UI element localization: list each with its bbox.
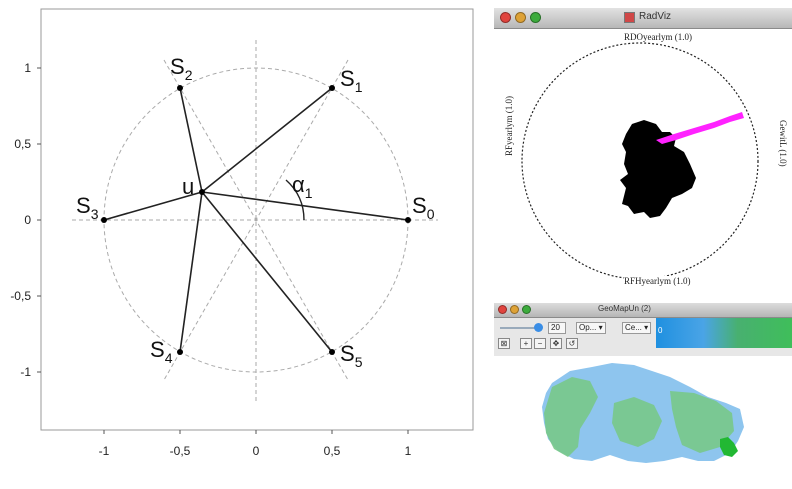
zoom-slider-track[interactable] — [500, 327, 538, 329]
map-region-highlight — [720, 437, 738, 457]
radviz-anchor-left: RFyearlym (1.0) — [504, 96, 514, 156]
geomap-toolbar: 20 Op... ▾ Ce... ▾ 0 — [494, 318, 792, 356]
anchor-label-s0: S0 — [412, 193, 435, 222]
pan-tool-button[interactable]: ✥ — [550, 338, 562, 349]
anchor-label-s5: S5 — [340, 341, 363, 370]
close-window-button[interactable] — [500, 12, 511, 23]
anchor-label-s4: S4 — [150, 337, 173, 366]
y-tick-label: -0,5 — [10, 289, 31, 303]
y-tick-label: 0 — [24, 213, 31, 227]
option-dropdown[interactable]: Op... ▾ — [576, 322, 606, 334]
zoom-in-tool-button[interactable]: + — [520, 338, 532, 349]
y-tick-label: 0,5 — [14, 137, 31, 151]
x-tick-label: 1 — [405, 444, 412, 458]
angle-arc — [285, 179, 305, 221]
zoom-out-tool-button[interactable]: − — [534, 338, 546, 349]
zoom-slider-thumb[interactable] — [534, 323, 543, 332]
radviz-highlight-points — [656, 112, 744, 144]
guide-lines — [72, 40, 438, 404]
radviz-canvas — [521, 42, 759, 280]
axis-tick-marks — [37, 67, 409, 434]
color-scale-value: 0 — [658, 326, 663, 335]
radviz-anchor-right: GewitL (1.0) — [778, 120, 788, 167]
select-tool-button[interactable]: ⊠ — [498, 338, 510, 349]
radviz-point-cluster — [620, 120, 696, 218]
center-dropdown[interactable]: Ce... ▾ — [622, 322, 652, 334]
map-region-green-east — [670, 391, 734, 453]
close-window-button[interactable] — [498, 305, 507, 314]
point-label-u: u — [182, 174, 194, 199]
radviz-diagram: -1 -0,5 0 0,5 1 1 0,5 0 -0,5 -1 S0 S1 S2 — [10, 8, 474, 458]
geomap-window: GeoMapUn (2) 20 Op... ▾ Ce... ▾ 0 ⊠ + − … — [494, 303, 792, 489]
y-tick-label: 1 — [24, 61, 31, 75]
radviz-anchor-bottom: RFHyearlym (1.0) — [624, 276, 691, 286]
anchor-label-s3: S3 — [76, 193, 99, 222]
minimize-window-button[interactable] — [510, 305, 519, 314]
geomap-titlebar[interactable]: GeoMapUn (2) — [494, 303, 792, 318]
radviz-app-icon — [624, 12, 635, 23]
x-tick-label: 0 — [253, 444, 260, 458]
minimize-window-button[interactable] — [515, 12, 526, 23]
geomap-canvas — [542, 363, 744, 463]
x-tick-label: -1 — [99, 444, 110, 458]
y-tick-label: -1 — [20, 365, 31, 379]
zoom-window-button[interactable] — [522, 305, 531, 314]
map-region-green-center — [612, 397, 662, 447]
radviz-window-title: RadViz — [639, 11, 672, 22]
radviz-anchor-top: RDOyearlym (1.0) — [624, 32, 692, 42]
color-scale-bar — [656, 318, 792, 348]
map-region-green-west — [544, 377, 598, 457]
angle-label: α1 — [292, 172, 313, 201]
radviz-window: RadViz RDOyearlym (1.0) RFHyearlym (1.0)… — [494, 8, 792, 293]
x-tick-label: 0,5 — [324, 444, 341, 458]
radviz-titlebar[interactable]: RadViz — [494, 8, 792, 29]
x-tick-label: -0,5 — [170, 444, 191, 458]
geomap-window-title: GeoMapUn (2) — [598, 304, 651, 313]
spring-lines — [103, 87, 409, 353]
reset-tool-button[interactable]: ↺ — [566, 338, 578, 349]
anchor-label-s2: S2 — [170, 54, 193, 83]
zoom-window-button[interactable] — [530, 12, 541, 23]
zoom-value-field[interactable]: 20 — [548, 322, 566, 334]
anchor-label-s1: S1 — [340, 66, 363, 95]
anchor-points — [101, 85, 411, 355]
